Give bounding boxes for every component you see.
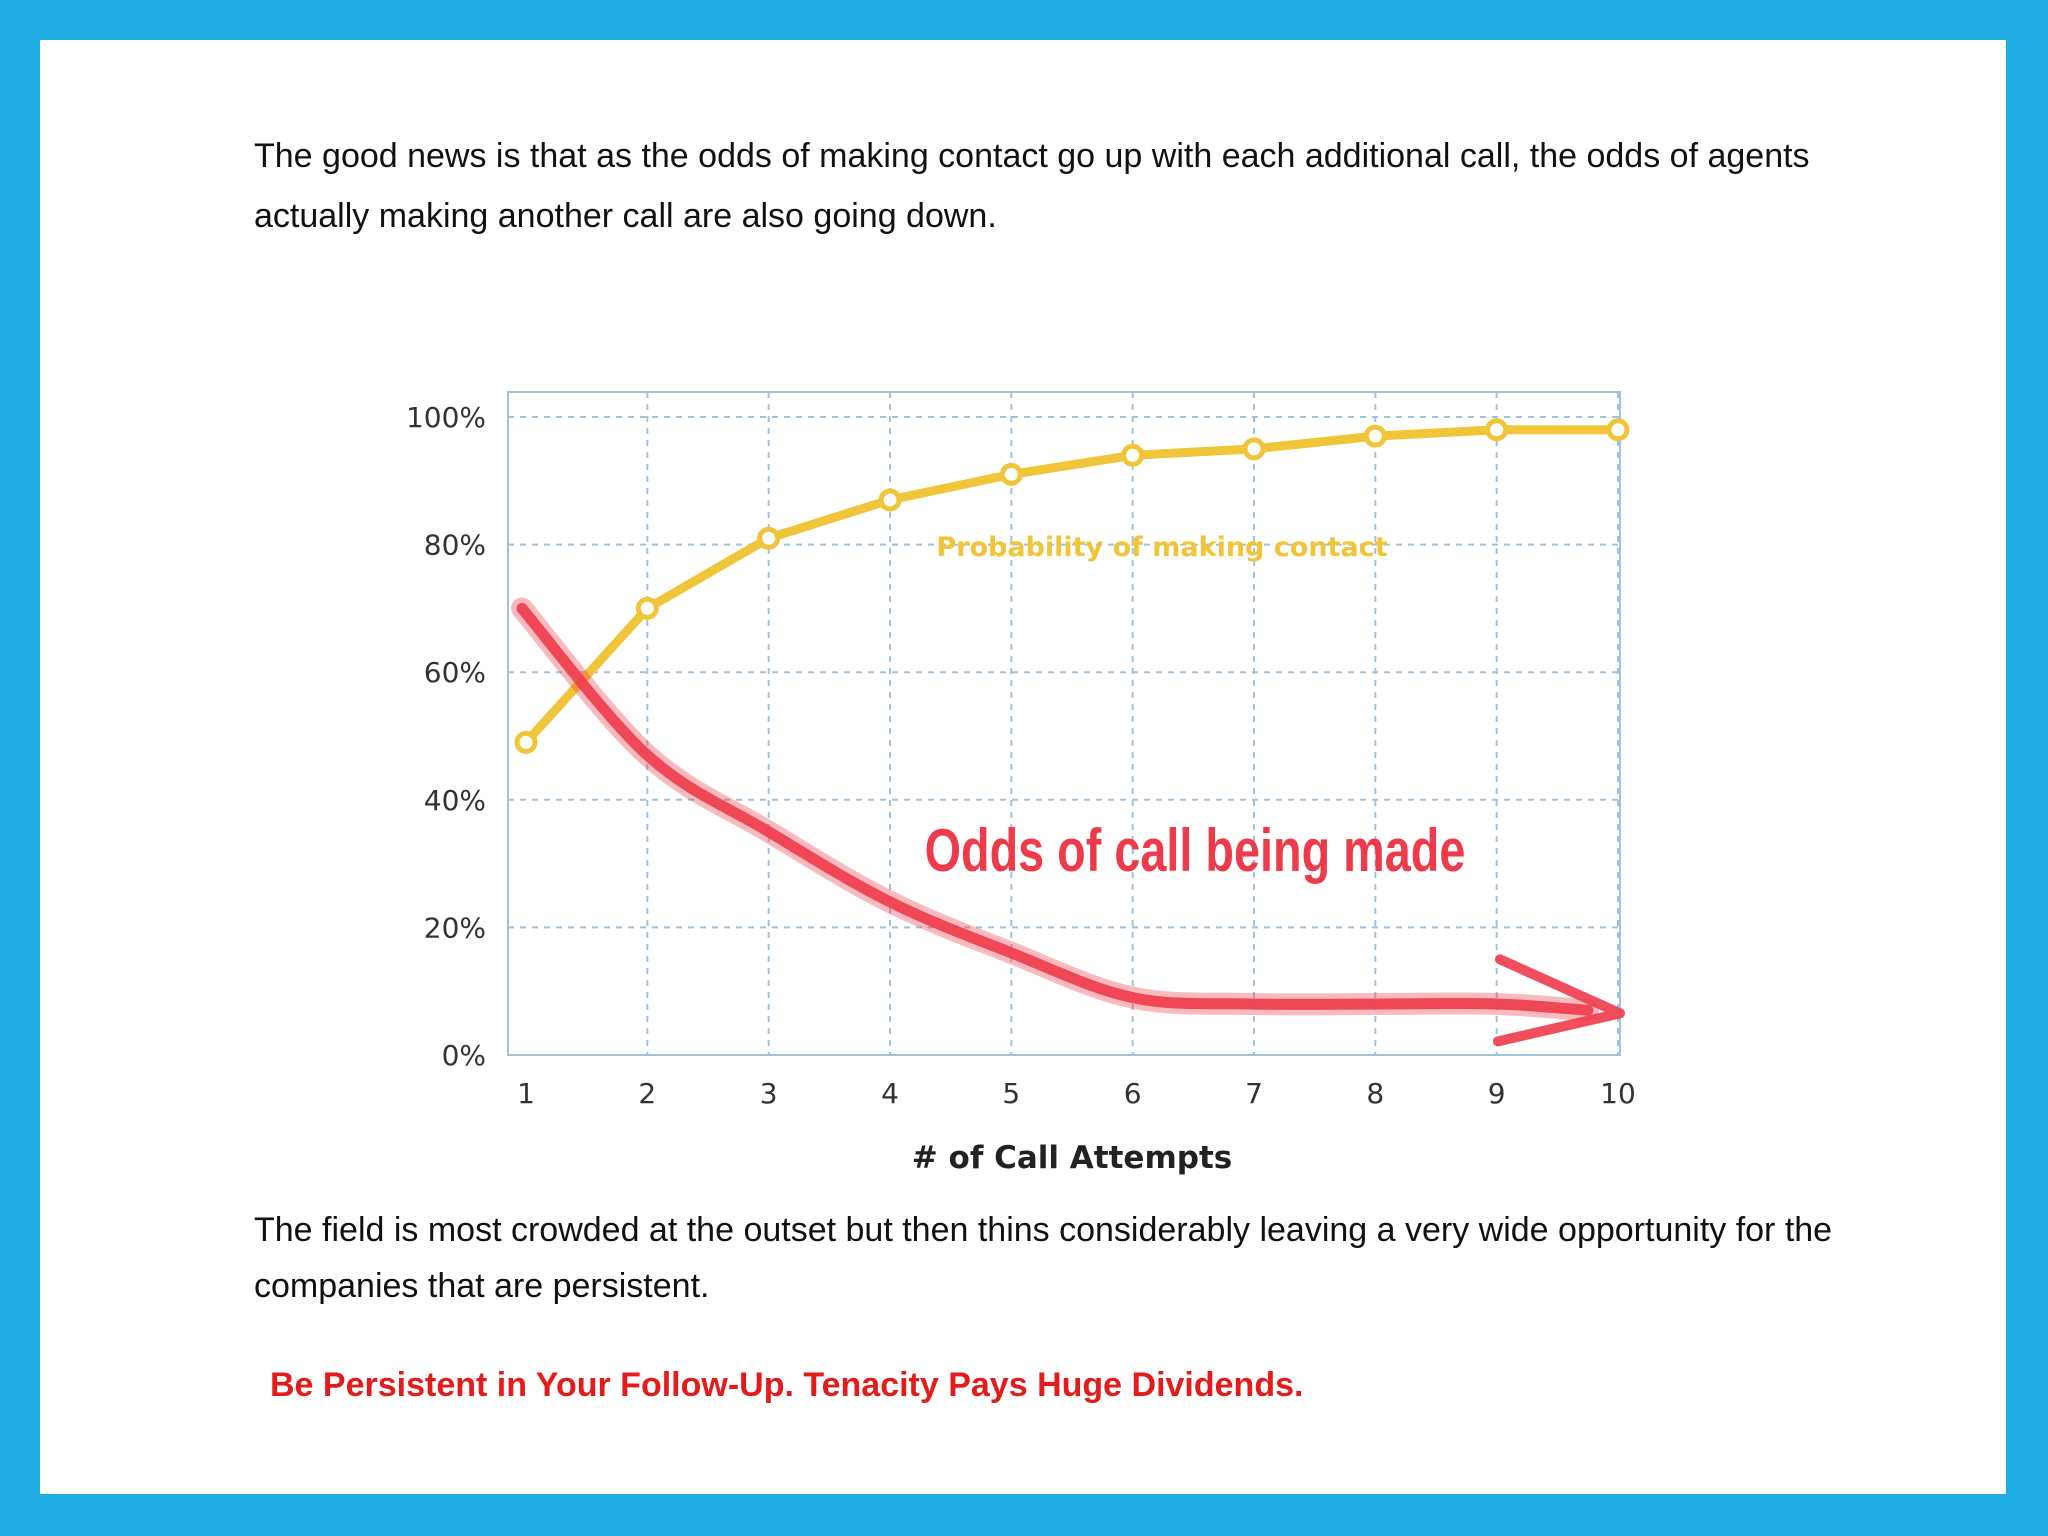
contact-probability-line [521,425,1623,747]
x-tick-label: 10 [1600,1077,1636,1110]
intro-paragraph: The good news is that as the odds of mak… [254,137,1810,235]
plot-frame [507,391,1621,1056]
slide [40,40,2006,1494]
y-tick-label: 100% [406,401,486,434]
contact-data-point [999,462,1023,486]
y-tick-label: 0% [442,1039,486,1072]
y-tick-label: 20% [424,911,486,944]
x-axis-ticks: 1 2 3 4 5 6 7 8 9 10 [517,1077,1636,1110]
x-axis-label: # of Call Attempts [912,1140,1232,1176]
contact-data-point [1485,418,1509,442]
contact-series-label: Probability of making contact [936,532,1387,563]
x-tick-label: 8 [1366,1077,1384,1110]
contact-data-point [1242,437,1266,461]
x-tick-label: 9 [1488,1077,1506,1110]
contact-data-point [1606,418,1630,442]
contact-data-point [1121,443,1145,467]
chart-grid [508,392,1620,1055]
x-tick-label: 6 [1124,1077,1142,1110]
contact-data-point [514,730,538,754]
contact-data-point [1363,424,1387,448]
contact-probability-points [514,418,1630,754]
y-tick-label: 80% [424,529,486,562]
x-tick-label: 5 [1002,1077,1020,1110]
y-tick-label: 60% [424,656,486,689]
x-tick-label: 4 [881,1077,899,1110]
x-tick-label: 3 [760,1077,778,1110]
x-tick-label: 2 [638,1077,656,1110]
call-odds-curve [516,602,1594,1016]
contact-data-point [878,488,902,512]
contact-data-point [635,596,659,620]
y-tick-label: 40% [424,784,486,817]
conclusion-paragraph: The field is most crowded at the outset … [254,1211,1833,1305]
contact-data-point [757,526,781,550]
x-tick-label: 1 [517,1077,535,1110]
call-odds-label: Odds of call being made [925,817,1466,884]
call-odds-arrowhead [1493,954,1625,1047]
x-tick-label: 7 [1245,1077,1263,1110]
tagline: Be Persistent in Your Follow-Up. Tenacit… [270,1366,1304,1404]
y-axis-ticks: 0% 20% 40% 60% 80% 100% [406,401,486,1072]
call-odds-curve-glow [511,597,1599,1022]
